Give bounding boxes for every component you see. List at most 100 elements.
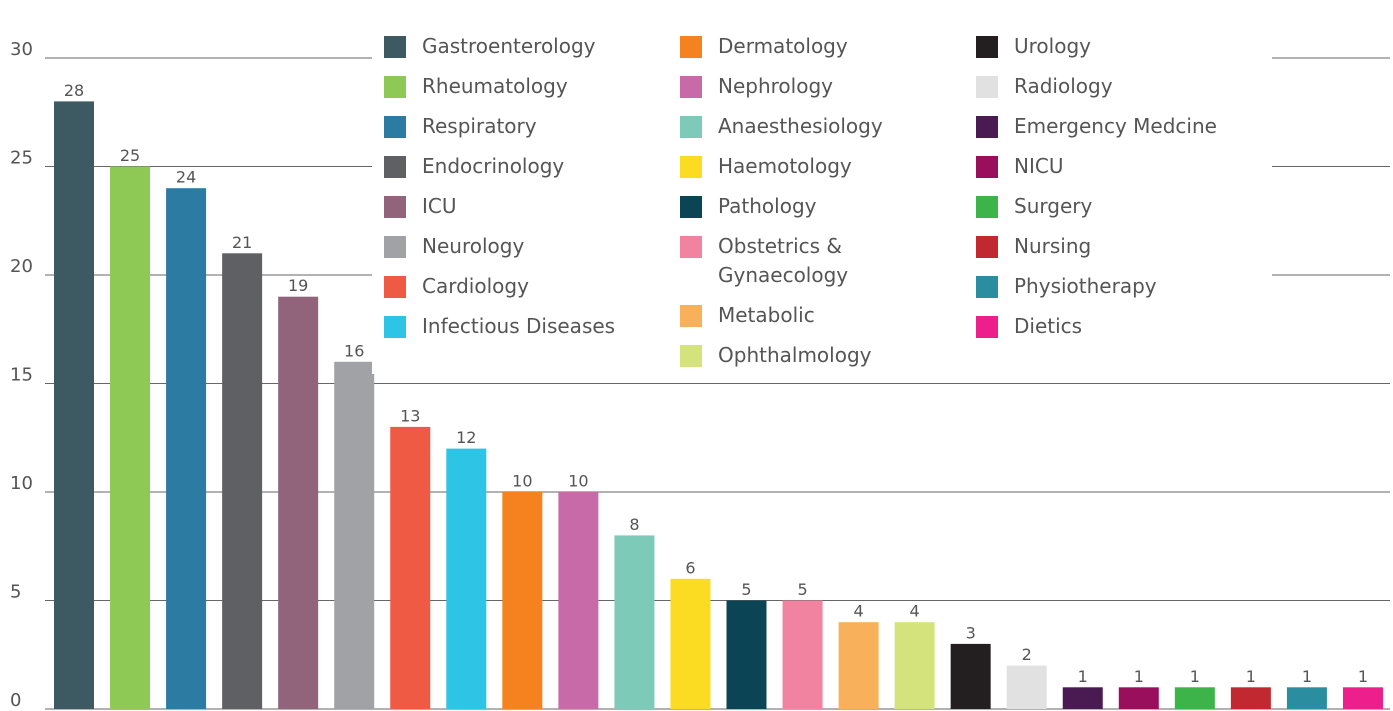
- bar: [782, 600, 823, 709]
- bar: [1118, 687, 1159, 709]
- y-tick-label: 15: [10, 365, 33, 386]
- value-label: 24: [176, 168, 196, 187]
- bar: [110, 166, 151, 709]
- legend-item: Endocrinology: [384, 152, 680, 181]
- legend-item: Dietics: [976, 312, 1272, 341]
- value-label: 13: [400, 406, 420, 425]
- legend-item: Emergency Medcine: [976, 112, 1272, 141]
- value-label: 10: [512, 472, 532, 491]
- legend-label: Dermatology: [718, 34, 848, 58]
- y-tick-label: 0: [10, 690, 21, 711]
- value-label: 16: [344, 341, 364, 360]
- legend-item: Dermatology: [680, 32, 976, 61]
- y-tick-label: 20: [10, 256, 33, 277]
- legend-swatch: [384, 36, 406, 58]
- bar: [446, 448, 487, 709]
- legend-swatch: [384, 76, 406, 98]
- legend-label: Surgery: [1014, 194, 1093, 218]
- legend-label: Physiotherapy: [1014, 274, 1157, 298]
- legend-item: Ophthalmology: [680, 341, 976, 370]
- legend-item: Neurology: [384, 232, 680, 261]
- legend-label: Radiology: [1014, 74, 1113, 98]
- legend-column: Urology Radiology Emergency Medcine NICU Sur…: [976, 28, 1272, 374]
- legend-item: Radiology: [976, 72, 1272, 101]
- legend-item: NICU: [976, 152, 1272, 181]
- bar: [166, 188, 207, 709]
- value-label: 1: [1190, 667, 1200, 686]
- legend-item: ICU: [384, 192, 680, 221]
- legend-label: Urology: [1014, 34, 1091, 58]
- value-label: 3: [966, 623, 976, 642]
- value-label: 21: [232, 233, 252, 252]
- bar: [614, 535, 655, 709]
- legend-label: Anaesthesiology: [718, 114, 883, 138]
- legend-item: Anaesthesiology: [680, 112, 976, 141]
- value-label: 1: [1246, 667, 1256, 686]
- legend-swatch: [976, 316, 998, 338]
- value-label: 5: [797, 580, 807, 599]
- legend-swatch: [384, 316, 406, 338]
- legend-label: Endocrinology: [422, 154, 565, 178]
- legend-label: Neurology: [422, 234, 525, 258]
- legend-swatch: [384, 196, 406, 218]
- value-label: 8: [629, 515, 639, 534]
- legend-label: Emergency Medcine: [1014, 114, 1217, 138]
- bar: [1286, 687, 1327, 709]
- value-label: 10: [568, 472, 588, 491]
- bar: [278, 296, 319, 709]
- legend-swatch: [384, 236, 406, 258]
- value-label: 2: [1022, 645, 1032, 664]
- bar: [502, 492, 543, 709]
- legend-item: Physiotherapy: [976, 272, 1272, 301]
- legend-label: Nephrology: [718, 74, 833, 98]
- value-label: 1: [1302, 667, 1312, 686]
- legend-label: ICU: [422, 194, 457, 218]
- legend-label: Pathology: [718, 194, 817, 218]
- legend-swatch: [680, 116, 702, 138]
- y-tick-label: 25: [10, 148, 33, 169]
- legend-swatch: [976, 36, 998, 58]
- legend-label: Metabolic: [718, 303, 815, 327]
- legend-swatch: [976, 276, 998, 298]
- value-label: 1: [1134, 667, 1144, 686]
- y-tick-label: 5: [10, 582, 21, 603]
- legend-label: Ophthalmology: [718, 343, 872, 367]
- bar: [390, 426, 431, 709]
- legend-swatch: [680, 76, 702, 98]
- legend-item: Rheumatology: [384, 72, 680, 101]
- legend-item: Obstetrics & Gynaecology: [680, 232, 976, 290]
- bar: [726, 600, 767, 709]
- value-label: 12: [456, 428, 476, 447]
- bar: [222, 253, 263, 710]
- value-label: 5: [741, 580, 751, 599]
- legend-item: Haemotology: [680, 152, 976, 181]
- bar: [950, 643, 991, 709]
- legend-swatch: [976, 116, 998, 138]
- legend-swatch: [680, 156, 702, 178]
- legend-swatch: [680, 36, 702, 58]
- bar: [1174, 687, 1215, 709]
- legend-label: Cardiology: [422, 274, 529, 298]
- legend-item: Gastroenterology: [384, 32, 680, 61]
- legend-swatch: [680, 345, 702, 367]
- legend-item: Metabolic: [680, 301, 976, 330]
- legend-item: Pathology: [680, 192, 976, 221]
- legend-item: Urology: [976, 32, 1272, 61]
- legend-item: Surgery: [976, 192, 1272, 221]
- value-label: 25: [120, 146, 140, 165]
- value-label: 6: [685, 558, 695, 577]
- legend: Gastroenterology Rheumatology Respiratory E…: [372, 28, 1272, 374]
- legend-label: NICU: [1014, 154, 1064, 178]
- legend-swatch: [976, 156, 998, 178]
- bar: [54, 101, 94, 709]
- legend-label: Rheumatology: [422, 74, 568, 98]
- legend-swatch: [976, 76, 998, 98]
- legend-item: Cardiology: [384, 272, 680, 301]
- legend-item: Respiratory: [384, 112, 680, 141]
- value-label: 28: [64, 81, 84, 100]
- bar: [334, 361, 375, 709]
- legend-column: Dermatology Nephrology Anaesthesiology Haem…: [680, 28, 976, 374]
- value-label: 19: [288, 276, 308, 295]
- legend-label: Respiratory: [422, 114, 537, 138]
- legend-label: Gastroenterology: [422, 34, 596, 58]
